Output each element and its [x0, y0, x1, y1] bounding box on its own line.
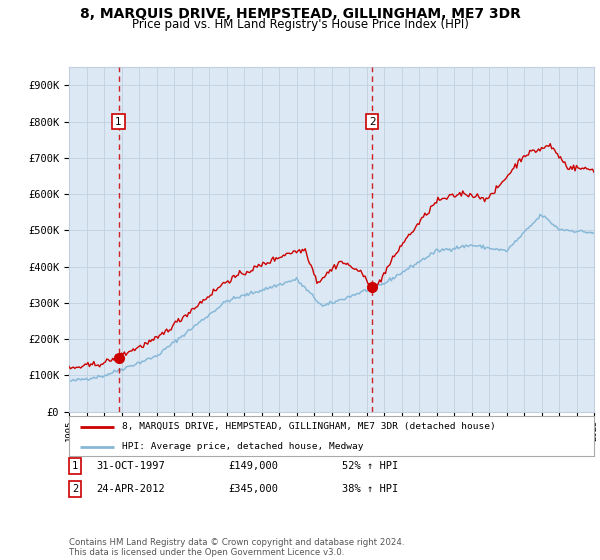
Text: £345,000: £345,000 — [228, 484, 278, 494]
Text: 52% ↑ HPI: 52% ↑ HPI — [342, 461, 398, 471]
Text: HPI: Average price, detached house, Medway: HPI: Average price, detached house, Medw… — [121, 442, 363, 451]
Text: 1: 1 — [115, 116, 122, 127]
Text: 31-OCT-1997: 31-OCT-1997 — [96, 461, 165, 471]
Text: 1: 1 — [72, 461, 78, 471]
Text: 2: 2 — [72, 484, 78, 494]
Text: 2: 2 — [369, 116, 376, 127]
Text: Contains HM Land Registry data © Crown copyright and database right 2024.
This d: Contains HM Land Registry data © Crown c… — [69, 538, 404, 557]
Text: 38% ↑ HPI: 38% ↑ HPI — [342, 484, 398, 494]
Text: 8, MARQUIS DRIVE, HEMPSTEAD, GILLINGHAM, ME7 3DR (detached house): 8, MARQUIS DRIVE, HEMPSTEAD, GILLINGHAM,… — [121, 422, 495, 431]
Text: £149,000: £149,000 — [228, 461, 278, 471]
Text: 8, MARQUIS DRIVE, HEMPSTEAD, GILLINGHAM, ME7 3DR: 8, MARQUIS DRIVE, HEMPSTEAD, GILLINGHAM,… — [80, 7, 520, 21]
Text: 24-APR-2012: 24-APR-2012 — [96, 484, 165, 494]
Text: Price paid vs. HM Land Registry's House Price Index (HPI): Price paid vs. HM Land Registry's House … — [131, 18, 469, 31]
